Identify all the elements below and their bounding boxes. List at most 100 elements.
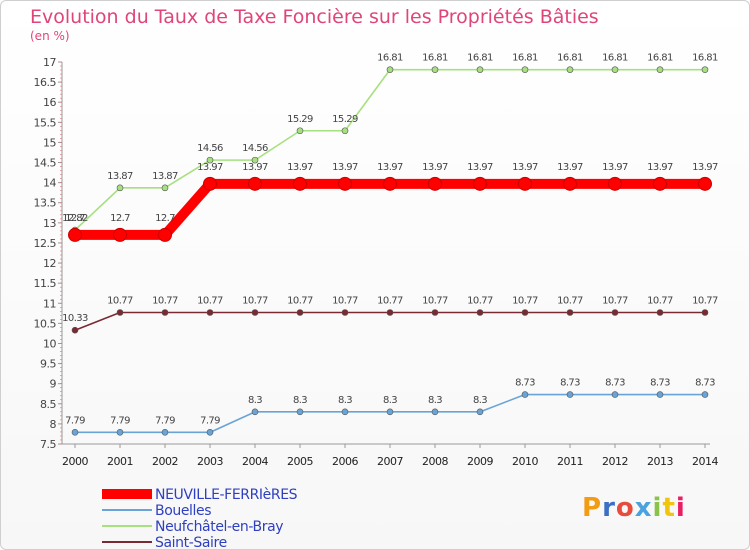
data-point (203, 176, 217, 191)
data-label: 10.77 (512, 296, 538, 307)
y-tick-label: 8 (50, 418, 57, 431)
y-tick-label: 16.5 (34, 76, 57, 89)
data-label: 8.73 (650, 378, 670, 389)
data-label: 13.97 (197, 162, 223, 173)
x-tick-label: 2003 (197, 455, 223, 468)
y-tick-label: 8.5 (40, 398, 56, 411)
series-line-Neufchâtel-en-Bray (74, 68, 706, 231)
logo-letter: t (662, 493, 675, 523)
data-label: 13.97 (422, 162, 448, 173)
data-label: 8.3 (383, 395, 397, 406)
y-tick-label: 14.5 (34, 157, 57, 170)
y-tick-label: 10 (43, 337, 56, 350)
y-tick-label: 11 (43, 297, 56, 310)
data-point (206, 156, 214, 164)
data-label: 13.97 (692, 162, 718, 173)
data-label: 10.77 (602, 296, 628, 307)
data-point (431, 309, 439, 316)
data-label: 10.77 (647, 296, 673, 307)
x-tick-label: 2009 (467, 455, 493, 468)
data-label: 16.81 (467, 53, 493, 64)
data-point (521, 66, 529, 73)
data-label: 16.81 (602, 53, 628, 64)
y-tick-label: 13 (43, 217, 56, 230)
data-point (521, 309, 529, 316)
data-point (566, 391, 574, 398)
data-label: 10.77 (242, 296, 268, 307)
data-point (71, 429, 79, 436)
data-label: 8.73 (515, 378, 535, 389)
data-label: 12.7 (65, 213, 85, 224)
y-tick-label: 11.5 (34, 277, 57, 290)
data-point (566, 66, 574, 73)
data-point (161, 429, 169, 436)
data-label: 13.97 (242, 162, 268, 173)
data-label: 14.56 (197, 143, 223, 154)
y-tick-label: 17 (43, 56, 56, 69)
data-point (476, 408, 484, 416)
data-point (656, 391, 664, 398)
logo-letter: i (676, 493, 686, 523)
data-label: 8.73 (560, 378, 580, 389)
y-tick-label: 15 (43, 136, 56, 149)
data-label: 16.81 (512, 53, 538, 64)
data-label: 15.29 (332, 114, 358, 125)
data-point (116, 429, 124, 436)
y-tick-label: 16 (43, 96, 56, 109)
data-label: 13.97 (377, 162, 403, 173)
x-tick-label: 2008 (422, 455, 448, 468)
data-point (386, 309, 394, 316)
data-point (656, 66, 664, 73)
y-ticks: 7.5 8 8.5 9 9.5 10 10.5 11 11.5 12 12.5 13 13.5 14 14.… (34, 56, 62, 451)
data-point (473, 176, 487, 191)
data-label: 14.56 (242, 143, 268, 154)
data-point (341, 127, 349, 135)
x-tick-label: 2004 (242, 455, 268, 468)
data-label: 8.73 (695, 378, 715, 389)
data-point (161, 309, 169, 316)
x-tick-label: 2005 (287, 455, 313, 468)
y-tick-label: 7.5 (40, 438, 56, 451)
x-tick-label: 2002 (152, 455, 178, 468)
data-point (248, 176, 262, 191)
y-axis-unit-label: (en %) (30, 29, 70, 43)
data-point (71, 326, 79, 334)
data-labels: 7.79 7.79 7.79 7.79 8.3 8.3 8.3 8.3 8.3 8.3 8.73 8.… (62, 53, 718, 427)
data-label: 13.97 (512, 162, 538, 173)
legend-label: Neufchâtel-en-Bray (155, 519, 283, 535)
legend-label: Bouelles (155, 503, 211, 519)
data-point (296, 127, 304, 135)
y-tick-label: 10.5 (34, 317, 57, 330)
data-label: 16.81 (377, 53, 403, 64)
logo-letter: r (602, 493, 616, 523)
data-point (296, 309, 304, 316)
data-point (383, 176, 397, 191)
data-label: 10.77 (557, 296, 583, 307)
x-tick-label: 2007 (377, 455, 403, 468)
data-point (701, 309, 709, 316)
data-label: 13.97 (557, 162, 583, 173)
x-tick-label: 2010 (512, 455, 538, 468)
data-point (341, 408, 349, 416)
data-point (518, 176, 532, 191)
data-point (476, 66, 484, 73)
data-point (113, 227, 127, 242)
data-label: 10.77 (287, 296, 313, 307)
data-label: 10.77 (107, 296, 133, 307)
series-points (68, 66, 712, 436)
x-tick-label: 2006 (332, 455, 358, 468)
data-label: 13.97 (647, 162, 673, 173)
data-point (341, 309, 349, 316)
data-label: 8.3 (248, 395, 262, 406)
series-line-NEUVILLE-FERRIèRES (70, 178, 710, 240)
data-label: 15.29 (287, 114, 313, 125)
data-point (698, 176, 712, 191)
data-point (161, 184, 169, 192)
x-tick-label: 2013 (647, 455, 673, 468)
data-label: 13.87 (107, 171, 133, 182)
data-label: 7.79 (110, 415, 130, 426)
data-label: 7.79 (200, 415, 220, 426)
logo-text: Proxiti (582, 493, 686, 523)
data-label: 16.81 (647, 53, 673, 64)
y-tick-label: 12 (43, 257, 56, 270)
